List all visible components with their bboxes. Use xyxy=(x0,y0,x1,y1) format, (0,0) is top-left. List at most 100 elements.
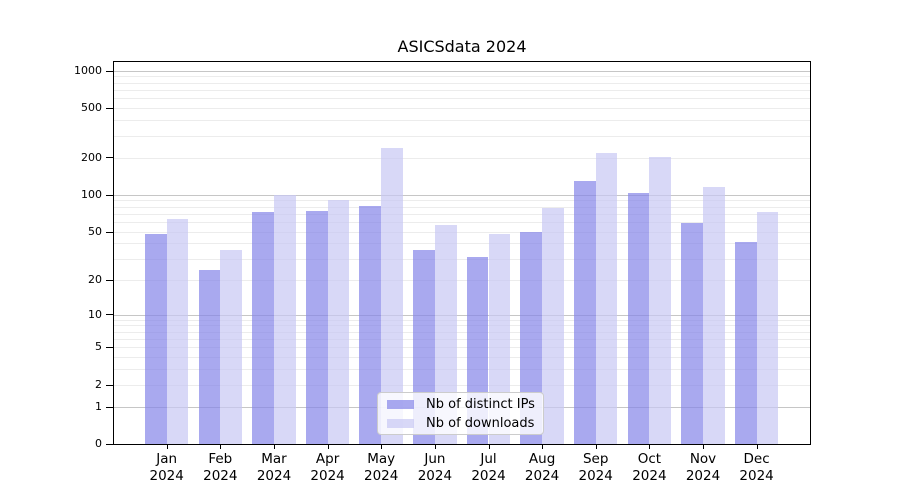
bar-distinct-ips xyxy=(734,242,757,444)
gridline-minor xyxy=(114,231,810,233)
x-tick-mark xyxy=(434,445,436,449)
gridline-major xyxy=(114,194,810,196)
bar-distinct-ips xyxy=(198,270,221,444)
bar-downloads xyxy=(488,233,511,444)
y-tick-label: 1 xyxy=(95,399,102,413)
y-tick-label: 20 xyxy=(88,272,102,286)
bar-distinct-ips xyxy=(252,212,274,444)
gridline-minor xyxy=(114,98,810,100)
bar-downloads xyxy=(649,156,672,444)
gridline-minor xyxy=(114,200,810,202)
gridline-minor xyxy=(114,243,810,245)
x-tick-mark xyxy=(756,445,758,449)
gridline-minor xyxy=(114,384,810,386)
chart-title: ASICSdata 2024 xyxy=(397,37,527,56)
y-tick-label: 2 xyxy=(95,377,102,391)
gridline-minor xyxy=(114,76,810,78)
gridline-minor xyxy=(114,347,810,349)
bar-downloads xyxy=(327,199,350,444)
x-tick-label: Oct 2024 xyxy=(632,451,667,484)
x-tick-mark xyxy=(703,445,704,449)
y-tick-label: 500 xyxy=(81,101,102,115)
legend-swatch-distinct-ips xyxy=(387,399,414,409)
y-tick-mark xyxy=(106,314,113,315)
bar-distinct-ips xyxy=(144,233,167,444)
bar-distinct-ips xyxy=(573,180,596,444)
gridline-minor xyxy=(114,325,810,327)
x-tick-label: May 2024 xyxy=(364,451,399,484)
y-tick-label: 5 xyxy=(95,340,102,354)
gridline-minor xyxy=(114,90,810,91)
x-tick-mark xyxy=(649,445,651,449)
x-tick-mark xyxy=(166,445,168,449)
x-tick-mark xyxy=(274,445,275,449)
legend-item-distinct-ips: Nb of distinct IPs xyxy=(378,397,543,412)
bar-distinct-ips xyxy=(681,222,703,444)
y-tick-label: 0 xyxy=(95,437,102,450)
x-tick-label: Jun 2024 xyxy=(417,451,453,484)
bar-downloads xyxy=(756,211,779,444)
gridline-minor xyxy=(114,108,810,110)
gridline-minor xyxy=(114,338,810,340)
x-tick-label: Mar 2024 xyxy=(256,451,292,484)
gridline-minor xyxy=(114,279,810,281)
y-tick-mark xyxy=(106,444,113,445)
gridline-minor xyxy=(114,357,810,358)
gridline-minor xyxy=(114,221,810,223)
y-tick-mark xyxy=(106,71,113,72)
bar-downloads xyxy=(381,148,403,444)
legend-label-downloads: Nb of downloads xyxy=(426,415,535,431)
y-tick-mark xyxy=(106,108,113,109)
x-tick-mark xyxy=(488,445,490,449)
legend-item-downloads: Nb of downloads xyxy=(378,416,543,431)
gridline-minor xyxy=(114,157,810,159)
bar-distinct-ips xyxy=(359,205,382,444)
gridline-minor xyxy=(114,258,810,260)
bar-downloads xyxy=(595,152,618,444)
y-tick-label: 10 xyxy=(88,307,102,321)
y-tick-label: 1000 xyxy=(74,63,102,77)
x-tick-label: Feb 2024 xyxy=(203,451,238,484)
y-tick-label: 200 xyxy=(81,150,102,164)
x-tick-label: Dec 2024 xyxy=(739,451,774,484)
x-tick-mark xyxy=(381,445,383,449)
gridline-minor xyxy=(114,213,810,215)
y-tick-mark xyxy=(106,347,113,348)
legend: Nb of distinct IPs Nb of downloads xyxy=(377,392,544,435)
gridline-minor xyxy=(114,206,810,208)
y-tick-label: 100 xyxy=(81,187,102,201)
bar-downloads xyxy=(542,207,564,444)
plot-area: Nb of distinct IPs Nb of downloads xyxy=(113,61,811,445)
bar-downloads xyxy=(166,218,189,444)
gridline-minor xyxy=(114,120,810,122)
bar-downloads xyxy=(434,224,457,444)
y-tick-mark xyxy=(106,195,113,196)
bar-downloads xyxy=(220,250,243,444)
x-tick-mark xyxy=(542,445,544,449)
x-tick-label: Aug 2024 xyxy=(524,451,560,484)
gridline-minor xyxy=(114,135,810,137)
y-tick-mark xyxy=(106,157,113,158)
bar-distinct-ips xyxy=(305,210,328,444)
legend-swatch-downloads xyxy=(387,418,414,428)
x-tick-label: Sep 2024 xyxy=(578,451,613,484)
x-tick-mark xyxy=(220,445,222,449)
bar-downloads xyxy=(703,186,725,444)
gridline-minor xyxy=(114,82,810,84)
bar-distinct-ips xyxy=(520,231,543,444)
bar-downloads xyxy=(274,194,296,444)
gridline-minor xyxy=(114,319,810,321)
y-tick-label: 50 xyxy=(88,224,102,238)
legend-label-distinct-ips: Nb of distinct IPs xyxy=(426,396,535,412)
gridline-minor xyxy=(114,331,810,333)
y-tick-mark xyxy=(106,385,113,386)
y-tick-mark xyxy=(106,280,113,281)
bar-distinct-ips xyxy=(627,193,650,444)
gridline-minor xyxy=(114,369,810,371)
y-tick-mark xyxy=(106,407,113,408)
y-tick-mark xyxy=(106,232,113,233)
x-tick-label: Jul 2024 xyxy=(471,451,506,484)
x-tick-label: Jan 2024 xyxy=(149,451,184,484)
gridline-major xyxy=(114,70,810,72)
